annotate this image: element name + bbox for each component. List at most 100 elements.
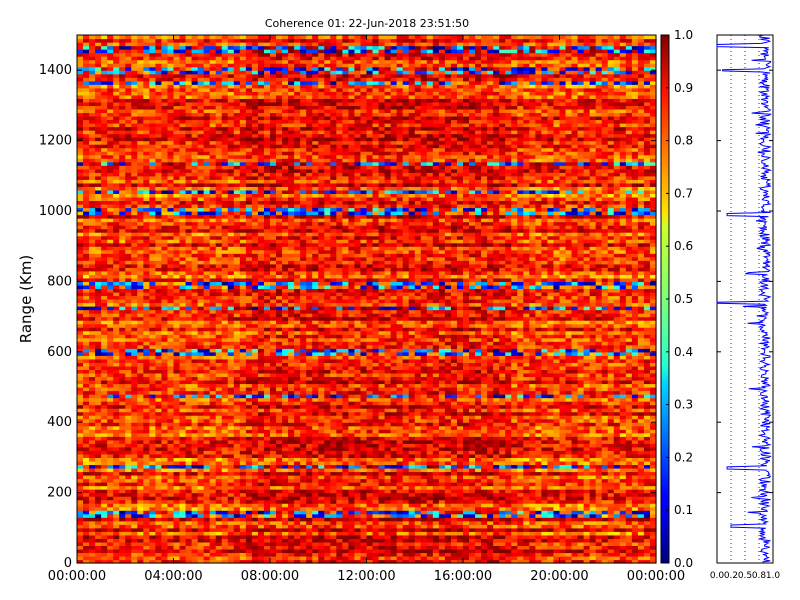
heatmap-cell (101, 464, 108, 469)
heatmap-cell (95, 249, 102, 254)
heatmap-cell (215, 98, 223, 103)
heatmap-cell (173, 105, 181, 110)
heatmap-cell (227, 548, 235, 554)
heatmap-cell (179, 316, 187, 321)
heatmap-cell (263, 365, 271, 370)
heatmap-cell (125, 524, 132, 529)
heatmap-cell (191, 429, 199, 434)
heatmap-cell (125, 432, 132, 437)
heatmap-cell (155, 387, 163, 392)
heatmap-cell (161, 260, 169, 265)
heatmap-cell (107, 288, 114, 293)
heatmap-cell (113, 221, 120, 226)
heatmap-cell (251, 313, 259, 318)
heatmap-cell (143, 527, 150, 532)
heatmap-cell (155, 559, 163, 564)
heatmap-cell (227, 133, 235, 138)
heatmap-cell (155, 281, 163, 286)
heatmap-cell (119, 401, 126, 406)
heatmap-cell (179, 337, 187, 342)
heatmap-cell (167, 73, 175, 78)
heatmap-cell (197, 161, 205, 166)
heatmap-cell (149, 467, 157, 473)
heatmap-cell (173, 534, 181, 539)
heatmap-cell (83, 464, 90, 469)
heatmap-cell (221, 534, 229, 539)
heatmap-cell (191, 524, 199, 529)
heatmap-cell (179, 84, 187, 89)
heatmap-cell (143, 422, 150, 427)
heatmap-cell (263, 489, 271, 494)
heatmap-cell (155, 320, 163, 325)
heatmap-cell (77, 506, 84, 511)
heatmap-cell (77, 489, 84, 494)
heatmap-cell (179, 172, 187, 177)
heatmap-cell (137, 344, 144, 349)
heatmap-cell (131, 446, 138, 451)
heatmap-cell (83, 172, 90, 177)
heatmap-cell (257, 489, 265, 494)
heatmap-cell (257, 545, 265, 550)
heatmap-cell (263, 436, 271, 441)
heatmap-cell (221, 80, 229, 85)
heatmap-cell (203, 313, 211, 318)
heatmap-cell (215, 365, 223, 370)
heatmap-cell (125, 235, 132, 240)
heatmap-cell (179, 158, 187, 163)
heatmap-cell (77, 49, 84, 54)
heatmap-cell (101, 524, 108, 529)
heatmap-cell (263, 175, 271, 180)
heatmap-cell (155, 70, 163, 75)
heatmap-cell (221, 56, 229, 61)
heatmap-cell (179, 193, 187, 198)
heatmap-cell (185, 538, 193, 543)
heatmap-cell (239, 221, 247, 226)
heatmap-cell (179, 422, 187, 427)
heatmap-cell (149, 200, 157, 205)
heatmap-cell (89, 499, 96, 504)
heatmap-cell (245, 436, 253, 441)
heatmap-cell (209, 365, 217, 370)
heatmap-cell (270, 559, 277, 564)
heatmap-cell (119, 457, 126, 462)
heatmap-cell (215, 387, 223, 392)
heatmap-cell (77, 446, 84, 451)
heatmap-cell (149, 422, 157, 427)
heatmap-cell (257, 87, 265, 92)
heatmap-cell (83, 274, 90, 279)
heatmap-cell (227, 320, 235, 325)
heatmap-cell (245, 496, 253, 501)
heatmap-cell (113, 372, 120, 378)
heatmap-cell (95, 225, 102, 230)
heatmap-cell (215, 545, 223, 550)
heatmap-cell (167, 218, 175, 223)
heatmap-cell (101, 334, 108, 339)
heatmap-cell (251, 253, 259, 258)
heatmap-cell (77, 112, 84, 117)
heatmap-cell (113, 42, 120, 47)
heatmap-cell (83, 429, 90, 434)
heatmap-cell (83, 453, 90, 458)
heatmap-cell (107, 274, 114, 279)
heatmap-cell (143, 228, 150, 233)
heatmap-cell (119, 369, 126, 374)
heatmap-cell (83, 161, 90, 166)
heatmap-cell (131, 119, 138, 124)
heatmap-cell (215, 372, 223, 378)
heatmap-cell (149, 545, 157, 550)
heatmap-cell (167, 277, 175, 282)
heatmap-cell (77, 295, 84, 300)
heatmap-cell (197, 429, 205, 434)
heatmap-cell (101, 457, 108, 462)
heatmap-cell (263, 284, 271, 290)
heatmap-cell (215, 534, 223, 539)
heatmap-cell (89, 397, 96, 402)
heatmap-cell (239, 408, 247, 413)
heatmap-cell (89, 306, 96, 311)
heatmap-cell (89, 182, 96, 187)
heatmap-cell (101, 467, 108, 473)
heatmap-cell (257, 35, 265, 40)
heatmap-cell (149, 439, 157, 444)
heatmap-cell (77, 344, 84, 349)
heatmap-cell (101, 541, 108, 546)
